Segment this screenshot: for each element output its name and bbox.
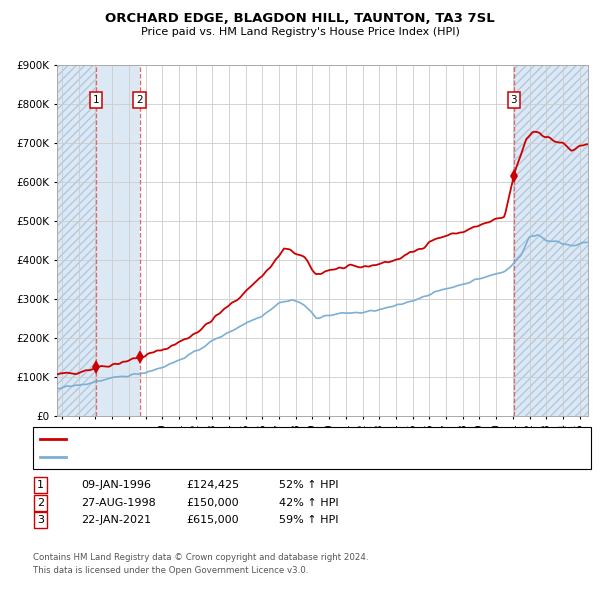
Text: 52% ↑ HPI: 52% ↑ HPI [279, 480, 338, 490]
Text: Price paid vs. HM Land Registry's House Price Index (HPI): Price paid vs. HM Land Registry's House … [140, 27, 460, 37]
Text: £150,000: £150,000 [186, 498, 239, 507]
Text: 3: 3 [37, 516, 44, 525]
Text: 2: 2 [37, 498, 44, 507]
Text: 42% ↑ HPI: 42% ↑ HPI [279, 498, 338, 507]
Text: 1: 1 [92, 95, 99, 105]
Text: 09-JAN-1996: 09-JAN-1996 [81, 480, 151, 490]
Text: 3: 3 [511, 95, 517, 105]
Bar [514, 65, 588, 416]
Bar [57, 65, 96, 416]
Text: 1: 1 [37, 480, 44, 490]
Text: ORCHARD EDGE, BLAGDON HILL, TAUNTON, TA3 7SL (detached house): ORCHARD EDGE, BLAGDON HILL, TAUNTON, TA3… [70, 434, 439, 444]
Bar [96, 65, 140, 416]
Text: £124,425: £124,425 [186, 480, 239, 490]
Text: ORCHARD EDGE, BLAGDON HILL, TAUNTON, TA3 7SL: ORCHARD EDGE, BLAGDON HILL, TAUNTON, TA3… [105, 12, 495, 25]
Bar [140, 65, 514, 416]
Text: 59% ↑ HPI: 59% ↑ HPI [279, 516, 338, 525]
Text: 22-JAN-2021: 22-JAN-2021 [81, 516, 151, 525]
Text: 2: 2 [136, 95, 143, 105]
Text: 27-AUG-1998: 27-AUG-1998 [81, 498, 156, 507]
Text: This data is licensed under the Open Government Licence v3.0.: This data is licensed under the Open Gov… [33, 566, 308, 575]
Text: HPI: Average price, detached house, Somerset: HPI: Average price, detached house, Some… [70, 452, 313, 461]
Text: £615,000: £615,000 [186, 516, 239, 525]
Text: Contains HM Land Registry data © Crown copyright and database right 2024.: Contains HM Land Registry data © Crown c… [33, 553, 368, 562]
Bar [514, 65, 588, 416]
Bar [57, 65, 96, 416]
